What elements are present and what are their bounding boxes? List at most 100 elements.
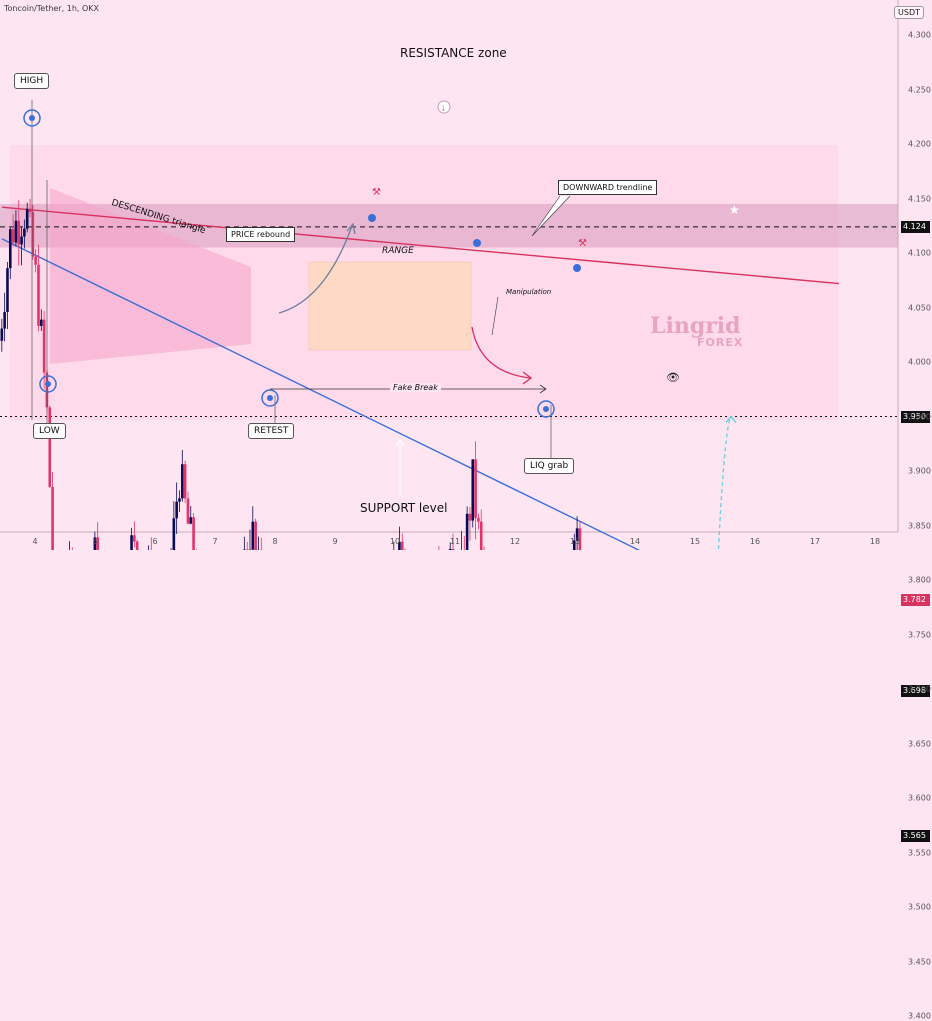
candle-body bbox=[130, 535, 133, 550]
x-tick-label: 9 bbox=[332, 537, 337, 546]
manipulation-label: Manipulation bbox=[506, 288, 551, 296]
candle-body bbox=[178, 498, 181, 501]
currency-unit[interactable]: USDT bbox=[894, 6, 924, 19]
y-tick-label: 4.200 bbox=[908, 140, 931, 149]
x-tick-label: 4 bbox=[32, 537, 37, 546]
candle-body bbox=[43, 320, 46, 373]
y-tick-label: 3.950 bbox=[908, 412, 931, 421]
y-tick-label: 3.600 bbox=[908, 794, 931, 803]
price-tag-3.782: 3.782 bbox=[901, 594, 930, 606]
price-chart[interactable]: ★ 👁 ↓ ⚒ ⚒ bbox=[0, 0, 932, 550]
x-tick-label: 14 bbox=[630, 537, 640, 546]
y-tick-label: 3.850 bbox=[908, 521, 931, 530]
candle-body bbox=[23, 229, 26, 237]
candle-body bbox=[48, 407, 51, 487]
candle-body bbox=[401, 542, 404, 550]
range-label: RANGE bbox=[382, 246, 414, 256]
candle-body bbox=[15, 221, 18, 243]
high-label: HIGH bbox=[14, 73, 49, 89]
touch-point[interactable] bbox=[573, 264, 581, 272]
candle-body bbox=[173, 518, 176, 550]
y-tick-label: 4.150 bbox=[908, 194, 931, 203]
x-tick-label: 5 bbox=[92, 537, 97, 546]
range-box bbox=[309, 262, 471, 350]
x-tick-label: 6 bbox=[152, 537, 157, 546]
y-tick-label: 4.250 bbox=[908, 85, 931, 94]
price-tag-4.124: 4.124 bbox=[901, 221, 930, 233]
pivot-marker-dot bbox=[45, 381, 51, 387]
y-tick-label: 4.000 bbox=[908, 358, 931, 367]
candle-body bbox=[192, 517, 195, 550]
candle-body bbox=[17, 221, 20, 245]
candle-body bbox=[37, 265, 40, 326]
hammer-icon: ⚒ bbox=[372, 187, 381, 198]
y-tick-label: 3.550 bbox=[908, 848, 931, 857]
touch-point[interactable] bbox=[473, 239, 481, 247]
touch-point[interactable] bbox=[368, 214, 376, 222]
alert-arrow-icon: ↓ bbox=[440, 104, 447, 113]
pivot-marker-dot bbox=[543, 406, 549, 412]
candle-body bbox=[477, 518, 480, 522]
candle-body bbox=[26, 209, 29, 229]
symbol-line: Toncoin/Tether, 1h, OKX bbox=[4, 4, 99, 13]
x-tick-label: 15 bbox=[690, 537, 700, 546]
watermark-sub: FOREX bbox=[697, 336, 743, 349]
target-star-icon: ★ bbox=[729, 203, 740, 217]
resistance-zone-label: RESISTANCE zone bbox=[400, 46, 507, 60]
price-rebound-label: PRICE rebound bbox=[226, 227, 295, 242]
candle-body bbox=[20, 237, 23, 245]
pivot-marker-dot bbox=[29, 115, 35, 121]
candle-body bbox=[1, 329, 4, 341]
support-level-label: SUPPORT level bbox=[360, 501, 447, 515]
x-tick-label: 12 bbox=[510, 537, 520, 546]
y-tick-label: 3.500 bbox=[908, 903, 931, 912]
y-tick-label: 3.800 bbox=[908, 576, 931, 585]
chart-screen: ★ 👁 ↓ ⚒ ⚒ Toncoin/Tether, 1h, OKX USDT RESIS… bbox=[0, 0, 932, 550]
price-tag-3.565: 3.565 bbox=[901, 830, 930, 842]
candle-body bbox=[40, 320, 43, 326]
y-tick-label: 4.300 bbox=[908, 31, 931, 40]
x-tick-label: 18 bbox=[870, 537, 880, 546]
y-tick-label: 3.700 bbox=[908, 685, 931, 694]
low-label: LOW bbox=[33, 423, 66, 439]
liq-grab-label: LIQ grab bbox=[524, 458, 574, 474]
x-tick-label: 11 bbox=[450, 537, 460, 546]
y-tick-label: 4.100 bbox=[908, 249, 931, 258]
candle-body bbox=[474, 459, 477, 517]
y-tick-label: 3.650 bbox=[908, 739, 931, 748]
pivot-marker-dot bbox=[267, 395, 273, 401]
y-tick-label: 3.900 bbox=[908, 467, 931, 476]
x-tick-label: 16 bbox=[750, 537, 760, 546]
candle-body bbox=[254, 522, 257, 550]
candle-body bbox=[252, 522, 255, 550]
candle-body bbox=[469, 514, 472, 521]
candle-body bbox=[181, 464, 184, 498]
x-tick-label: 10 bbox=[390, 537, 400, 546]
candle-body bbox=[3, 312, 6, 329]
candle-body bbox=[51, 487, 54, 550]
candle-body bbox=[184, 464, 187, 498]
downward-trendline-label: DOWNWARD trendline bbox=[558, 180, 657, 195]
eye-icon: 👁 bbox=[666, 371, 680, 384]
candle-body bbox=[6, 268, 9, 312]
candle-body bbox=[189, 517, 192, 523]
candle-body bbox=[480, 522, 483, 550]
candle-body bbox=[175, 502, 178, 519]
candle-body bbox=[136, 542, 139, 550]
hammer-icon: ⚒ bbox=[578, 238, 587, 249]
x-tick-label: 17 bbox=[810, 537, 820, 546]
candle-body bbox=[187, 498, 190, 523]
candle-body bbox=[9, 229, 12, 268]
retest-label: RETEST bbox=[248, 423, 294, 439]
candle-body bbox=[29, 209, 32, 212]
candle-body bbox=[34, 257, 37, 265]
candle-body bbox=[133, 535, 136, 541]
candle-body bbox=[12, 229, 15, 242]
candle-body bbox=[471, 459, 474, 520]
x-tick-label: 8 bbox=[272, 537, 277, 546]
fake-break-label: Fake Break bbox=[390, 383, 441, 392]
y-tick-label: 3.750 bbox=[908, 630, 931, 639]
y-tick-label: 3.400 bbox=[908, 1012, 931, 1021]
candle-body bbox=[466, 514, 469, 550]
x-tick-label: 7 bbox=[212, 537, 217, 546]
